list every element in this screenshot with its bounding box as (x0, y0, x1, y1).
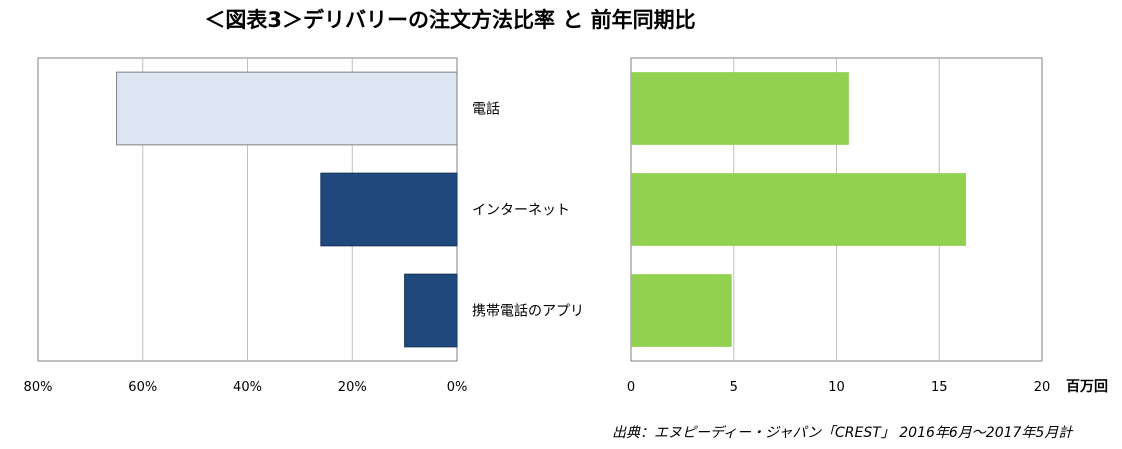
left-bar (404, 273, 458, 348)
left-tick-label: 0% (447, 380, 468, 395)
left-bars (116, 71, 458, 348)
left-tick-label: 20% (338, 380, 367, 395)
left-tick-label: 60% (128, 380, 157, 395)
right-ticks: 0 5 10 15 20 (627, 380, 1050, 395)
left-tick-label: 80% (24, 380, 53, 395)
right-tick-label: 15 (931, 380, 948, 395)
left-bar (320, 172, 458, 247)
right-bar (631, 274, 732, 347)
left-tick-label: 40% (233, 380, 262, 395)
page-title: ＜図表3＞デリバリーの注文方法比率 と 前年同期比 (204, 8, 696, 32)
right-bar (631, 173, 966, 246)
category-label: 携帯電話のアプリ (472, 303, 584, 320)
right-tick-label: 0 (627, 380, 635, 395)
right-tick-label: 10 (828, 380, 845, 395)
left-ticks: 0% 20% 40% 60% 80% (24, 380, 468, 395)
source-note: 出典：エヌピーディー・ジャパン「CREST」 2016年6月～2017年5月計 (612, 425, 1073, 441)
right-chart: 0 5 10 15 20 百万回 (627, 57, 1108, 395)
right-axis-unit-label: 百万回 (1066, 379, 1108, 395)
left-bar (116, 71, 458, 146)
category-label: 電話 (472, 101, 500, 118)
right-bar (631, 72, 849, 145)
right-bars (631, 72, 966, 347)
category-label: インターネット (472, 203, 570, 219)
right-tick-label: 20 (1034, 380, 1051, 395)
right-tick-label: 5 (730, 380, 738, 395)
